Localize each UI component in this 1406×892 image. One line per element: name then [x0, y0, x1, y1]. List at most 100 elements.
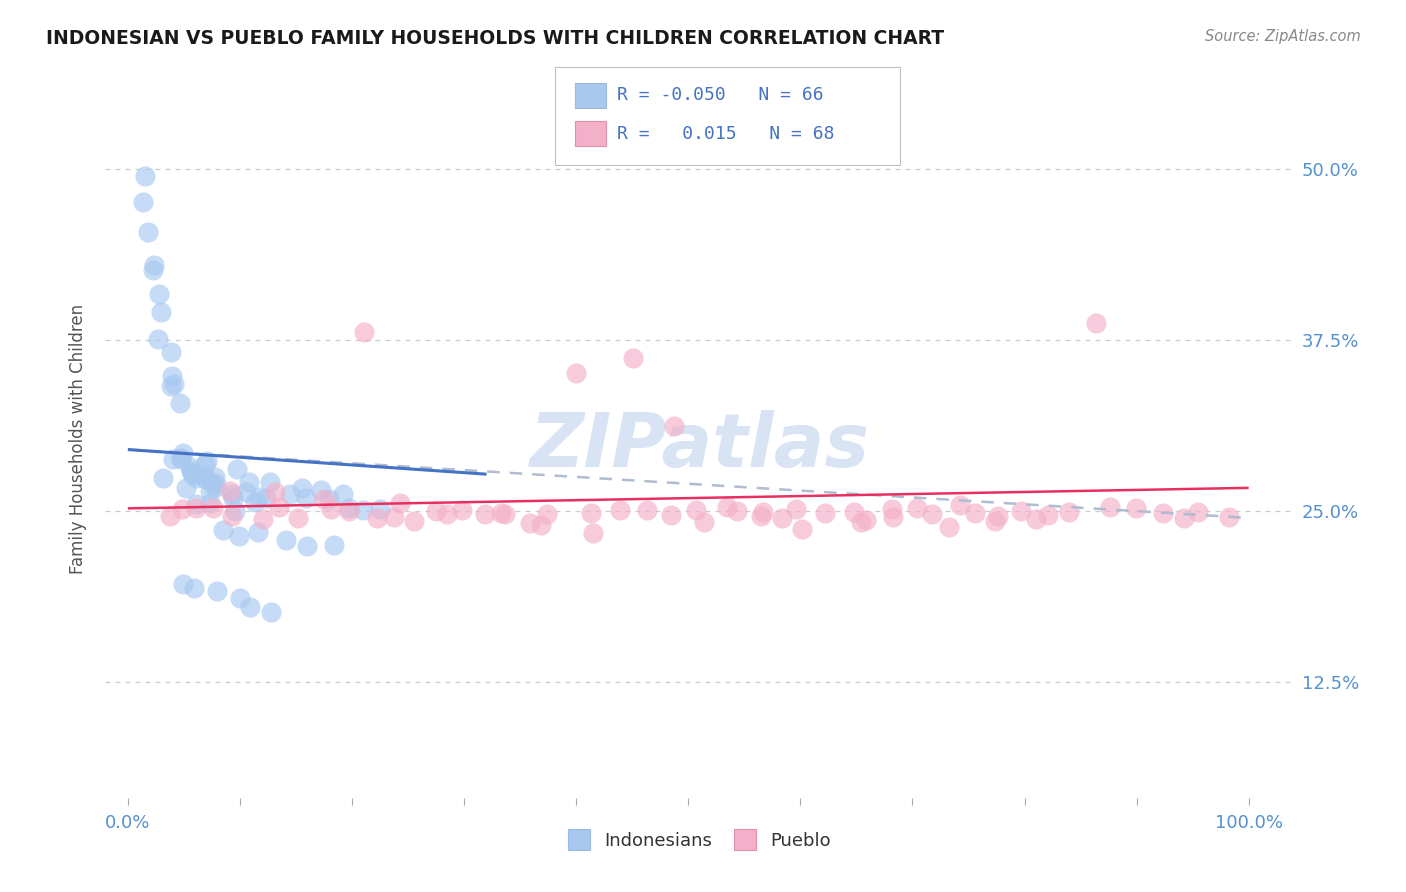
Point — [1125, 501, 1147, 516]
Point — [247, 490, 270, 504]
Point — [142, 263, 165, 277]
Point — [134, 169, 156, 183]
Point — [882, 509, 904, 524]
Point — [224, 504, 246, 518]
Point — [245, 495, 267, 509]
Point — [287, 510, 309, 524]
Point — [366, 510, 388, 524]
Point — [222, 491, 245, 505]
Point — [949, 498, 972, 512]
Point — [211, 523, 233, 537]
Point — [494, 508, 516, 522]
Point — [152, 471, 174, 485]
Point — [636, 503, 658, 517]
Point — [254, 491, 277, 505]
Point — [814, 506, 837, 520]
Point — [716, 500, 738, 514]
Point — [142, 258, 165, 272]
Point — [179, 459, 201, 474]
Point — [150, 305, 173, 319]
Point — [921, 508, 943, 522]
Point — [159, 379, 181, 393]
Point — [1098, 500, 1121, 514]
Point — [388, 496, 411, 510]
Point — [842, 505, 865, 519]
Point — [685, 502, 707, 516]
Point — [785, 501, 807, 516]
Point — [882, 501, 904, 516]
Point — [278, 487, 301, 501]
Point — [226, 461, 249, 475]
Point — [181, 468, 204, 483]
Point — [725, 504, 748, 518]
Point — [749, 508, 772, 523]
Point — [1025, 512, 1047, 526]
Point — [172, 576, 194, 591]
Point — [368, 502, 391, 516]
Point — [198, 496, 221, 510]
Text: ZIPatlas: ZIPatlas — [530, 410, 869, 483]
Point — [425, 503, 447, 517]
Point — [353, 325, 375, 339]
Point — [132, 195, 155, 210]
Point — [963, 506, 986, 520]
Point — [291, 481, 314, 495]
Point — [907, 500, 929, 515]
Point — [436, 507, 458, 521]
Point — [1187, 505, 1209, 519]
Point — [194, 458, 217, 472]
Point — [659, 508, 682, 522]
Point — [474, 507, 496, 521]
Text: R = -0.050   N = 66: R = -0.050 N = 66 — [617, 87, 824, 104]
Point — [195, 472, 218, 486]
Point — [194, 469, 217, 483]
Point — [200, 483, 222, 498]
Point — [159, 345, 181, 359]
Point — [1036, 508, 1059, 522]
Point — [295, 491, 318, 505]
Point — [180, 464, 202, 478]
Point — [204, 480, 226, 494]
Point — [404, 514, 426, 528]
Point — [609, 503, 631, 517]
Point — [938, 520, 960, 534]
Point — [181, 467, 204, 481]
Point — [239, 600, 262, 615]
Point — [267, 500, 290, 514]
Point — [205, 476, 228, 491]
Point — [770, 511, 793, 525]
Point — [246, 525, 269, 540]
Point — [184, 501, 207, 516]
Point — [489, 506, 512, 520]
Point — [184, 471, 207, 485]
Point — [170, 451, 193, 466]
Point — [259, 475, 281, 489]
Text: R =   0.015   N = 68: R = 0.015 N = 68 — [617, 125, 835, 143]
Point — [159, 509, 181, 524]
Point — [169, 396, 191, 410]
Point — [219, 484, 242, 499]
Y-axis label: Family Households with Children: Family Households with Children — [69, 304, 87, 574]
Point — [987, 508, 1010, 523]
Point — [352, 503, 374, 517]
Point — [1010, 504, 1032, 518]
Point — [984, 514, 1007, 528]
Point — [264, 484, 287, 499]
Point — [693, 516, 716, 530]
Point — [195, 453, 218, 467]
Point — [581, 526, 603, 541]
Text: Source: ZipAtlas.com: Source: ZipAtlas.com — [1205, 29, 1361, 44]
Point — [309, 483, 332, 497]
Point — [235, 485, 257, 500]
Point — [162, 451, 184, 466]
Point — [322, 538, 344, 552]
Point — [259, 605, 281, 619]
Point — [792, 522, 814, 536]
Legend: Indonesians, Pueblo: Indonesians, Pueblo — [561, 822, 838, 857]
Point — [238, 475, 260, 489]
Point — [337, 504, 360, 518]
Point — [565, 366, 588, 380]
Point — [384, 510, 406, 524]
Point — [201, 501, 224, 516]
Point — [662, 418, 685, 433]
